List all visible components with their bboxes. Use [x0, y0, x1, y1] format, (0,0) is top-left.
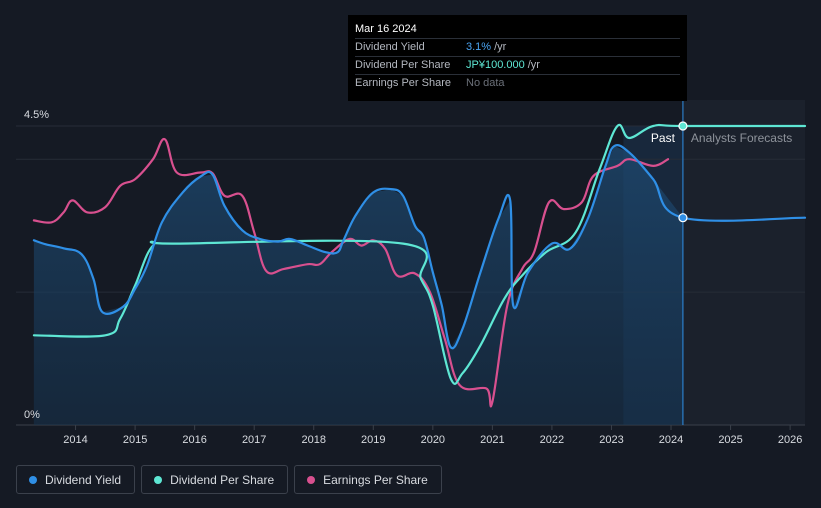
tooltip-value: 3.1% — [466, 41, 492, 53]
legend-label: Earnings Per Share — [323, 472, 428, 487]
tooltip: Mar 16 2024 Dividend Yield 3.1% /yr Divi… — [348, 15, 687, 101]
tooltip-row-earnings-per-share: Earnings Per Share No data — [355, 75, 680, 92]
series-lines — [32, 123, 807, 408]
hover-markers — [678, 121, 688, 223]
tooltip-label: Dividend Yield — [355, 41, 425, 53]
dividend-yield-marker — [678, 213, 688, 223]
tooltip-row-dividend-yield: Dividend Yield 3.1% /yr — [355, 39, 680, 57]
tooltip-label: Dividend Per Share — [355, 59, 451, 71]
legend-item-dividend-yield[interactable]: Dividend Yield — [16, 465, 136, 494]
y-axis-top-label: 4.5% — [24, 109, 49, 121]
x-tick-label: 2014 — [63, 434, 87, 446]
dividend-per-share-line — [32, 123, 807, 385]
dividend-per-share-marker — [678, 121, 688, 131]
tooltip-row-dividend-per-share: Dividend Per Share JP¥100.000 /yr — [355, 57, 680, 75]
legend-item-earnings-per-share[interactable]: Earnings Per Share — [294, 465, 442, 494]
x-tick-label: 2026 — [778, 434, 802, 446]
tooltip-unit: /yr — [527, 59, 540, 71]
dividend-yield-line — [32, 143, 807, 350]
x-tick-label: 2015 — [123, 434, 147, 446]
x-tick-label: 2021 — [480, 434, 504, 446]
x-tick-label: 2018 — [301, 434, 325, 446]
dividend-yield-area — [33, 145, 683, 425]
legend-label: Dividend Yield — [45, 472, 122, 487]
x-tick-label: 2022 — [540, 434, 564, 446]
legend-dot-icon — [307, 475, 316, 484]
x-tick-label: 2019 — [361, 434, 385, 446]
legend-label: Dividend Per Share — [170, 472, 275, 487]
tooltip-value: No data — [466, 77, 505, 89]
x-tick-label: 2020 — [421, 434, 445, 446]
forecast-label: Analysts Forecasts — [691, 131, 792, 145]
legend-item-dividend-per-share[interactable]: Dividend Per Share — [141, 465, 289, 494]
y-axis-bottom-label: 0% — [24, 409, 40, 421]
x-tick-label: 2017 — [242, 434, 266, 446]
tooltip-label: Earnings Per Share — [355, 77, 451, 89]
legend-dot-icon — [29, 475, 37, 484]
tooltip-unit: /yr — [494, 41, 507, 53]
legend-dot-icon — [154, 475, 163, 484]
x-tick-label: 2023 — [599, 434, 623, 446]
tooltip-value: JP¥100.000 — [466, 59, 525, 71]
dividend-chart: 4.5% 0% Past Analysts Forecasts 2014 2015… — [16, 100, 807, 446]
dividend-yield-area-fill — [33, 145, 683, 425]
x-tick-label: 2016 — [182, 434, 206, 446]
tooltip-date: Mar 16 2024 — [355, 21, 680, 39]
x-axis-ticks: 2014 2015 2016 2017 2018 2019 2020 2021 2022 2023… — [63, 425, 802, 446]
x-tick-label: 2025 — [718, 434, 742, 446]
x-tick-label: 2024 — [659, 434, 683, 446]
legend: Dividend Yield Dividend Per Share Earnin… — [16, 465, 442, 494]
past-label: Past — [651, 131, 676, 145]
forecast-region — [682, 100, 805, 425]
earnings-per-share-line — [32, 138, 670, 408]
